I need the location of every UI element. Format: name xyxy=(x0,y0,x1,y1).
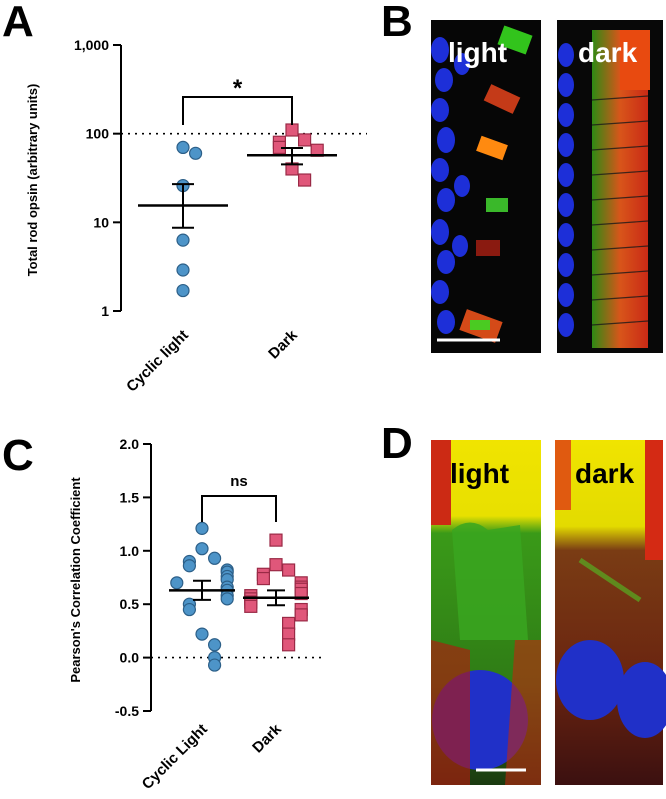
chart-c-means xyxy=(169,579,309,607)
panel-label-d: D xyxy=(381,419,413,468)
micrograph-d-dark-label: dark xyxy=(575,458,635,489)
panel-label-b: B xyxy=(381,0,413,46)
category-label: Cyclic Light xyxy=(139,721,211,793)
y-tick-label: 10 xyxy=(93,214,109,230)
y-tick-label: 2.0 xyxy=(120,436,140,452)
data-point-dark xyxy=(269,533,283,547)
data-point-cyclic-light xyxy=(176,263,190,277)
y-tick-label: 1.0 xyxy=(120,543,140,559)
chart-a-points xyxy=(176,123,324,298)
micrograph-b-light-label: light xyxy=(448,37,507,68)
category-label: Cyclic light xyxy=(123,327,192,396)
data-point-cyclic-light xyxy=(220,592,234,606)
data-point-dark xyxy=(294,586,308,601)
micrograph-b-light: light xyxy=(431,20,541,353)
micrograph-b-dark: dark xyxy=(557,20,663,353)
chart-c-ticks: -0.5 0.0 0.5 1.0 1.5 2.0 xyxy=(115,436,151,719)
micrograph-d-dark: dark xyxy=(555,440,666,785)
chart-c-category-labels: Cyclic Light Dark xyxy=(139,720,286,793)
chart-c-significance-label: ns xyxy=(230,473,248,490)
data-point-dark xyxy=(282,563,296,577)
data-point-dark xyxy=(256,571,270,586)
y-tick-label: 1 xyxy=(101,303,109,319)
chart-c-y-axis-label: Pearson's Correlation Coefficient xyxy=(68,477,83,683)
micrograph-b-dark-segments xyxy=(591,30,650,348)
data-point-dark xyxy=(285,123,299,137)
chart-a: Total rod opsin (arbitrary units) 1 10 100… xyxy=(25,37,367,395)
data-point-cyclic-light xyxy=(176,233,190,247)
panel-label-a: A xyxy=(2,0,34,46)
y-tick-label: 100 xyxy=(86,126,110,142)
y-tick-label: 1.5 xyxy=(120,489,140,505)
data-point-cyclic-light xyxy=(208,658,222,672)
y-tick-label: 1,000 xyxy=(74,37,109,53)
panel-label-c: C xyxy=(2,431,34,480)
data-point-cyclic-light xyxy=(182,559,196,573)
chart-a-significance-bracket xyxy=(182,96,293,125)
chart-a-y-axis-label: Total rod opsin (arbitrary units) xyxy=(25,84,40,277)
data-point-cyclic-light xyxy=(195,521,209,535)
micrograph-d-light: light xyxy=(431,440,541,785)
data-point-cyclic-light xyxy=(189,146,203,160)
category-label: Dark xyxy=(249,720,285,756)
micrograph-b-dark-nuclei xyxy=(558,43,574,337)
y-tick-label: 0.5 xyxy=(120,596,140,612)
chart-c-significance-bracket xyxy=(201,495,277,522)
y-tick-label: 0.0 xyxy=(120,650,140,666)
chart-a-ticks: 1 10 100 1,000 xyxy=(74,37,121,319)
data-point-cyclic-light xyxy=(208,638,222,652)
chart-a-significance-label: * xyxy=(233,75,243,102)
micrograph-d-light-label: light xyxy=(450,458,509,489)
micrograph-b-light-nuclei xyxy=(431,37,470,334)
chart-a-category-labels: Cyclic light Dark xyxy=(123,326,301,395)
data-point-dark xyxy=(244,599,258,613)
micrograph-b-dark-label: dark xyxy=(578,37,638,68)
data-point-cyclic-light xyxy=(182,602,196,617)
data-point-cyclic-light xyxy=(176,283,190,298)
chart-c-points xyxy=(170,521,308,672)
data-point-cyclic-light xyxy=(195,627,209,641)
data-point-cyclic-light xyxy=(176,140,190,155)
micrograph-b-light-segments xyxy=(459,25,533,343)
data-point-cyclic-light xyxy=(195,542,209,556)
data-point-dark xyxy=(294,608,308,622)
chart-c: Pearson's Correlation Coefficient -0.5 0.… xyxy=(68,436,322,793)
data-point-dark xyxy=(269,558,283,572)
data-point-dark xyxy=(282,638,296,652)
category-label: Dark xyxy=(265,326,301,362)
y-tick-label: -0.5 xyxy=(115,703,139,719)
data-point-cyclic-light xyxy=(208,551,222,565)
data-point-cyclic-light xyxy=(170,576,184,590)
chart-a-means xyxy=(138,146,337,229)
data-point-dark xyxy=(298,173,312,187)
data-point-dark xyxy=(298,133,312,147)
